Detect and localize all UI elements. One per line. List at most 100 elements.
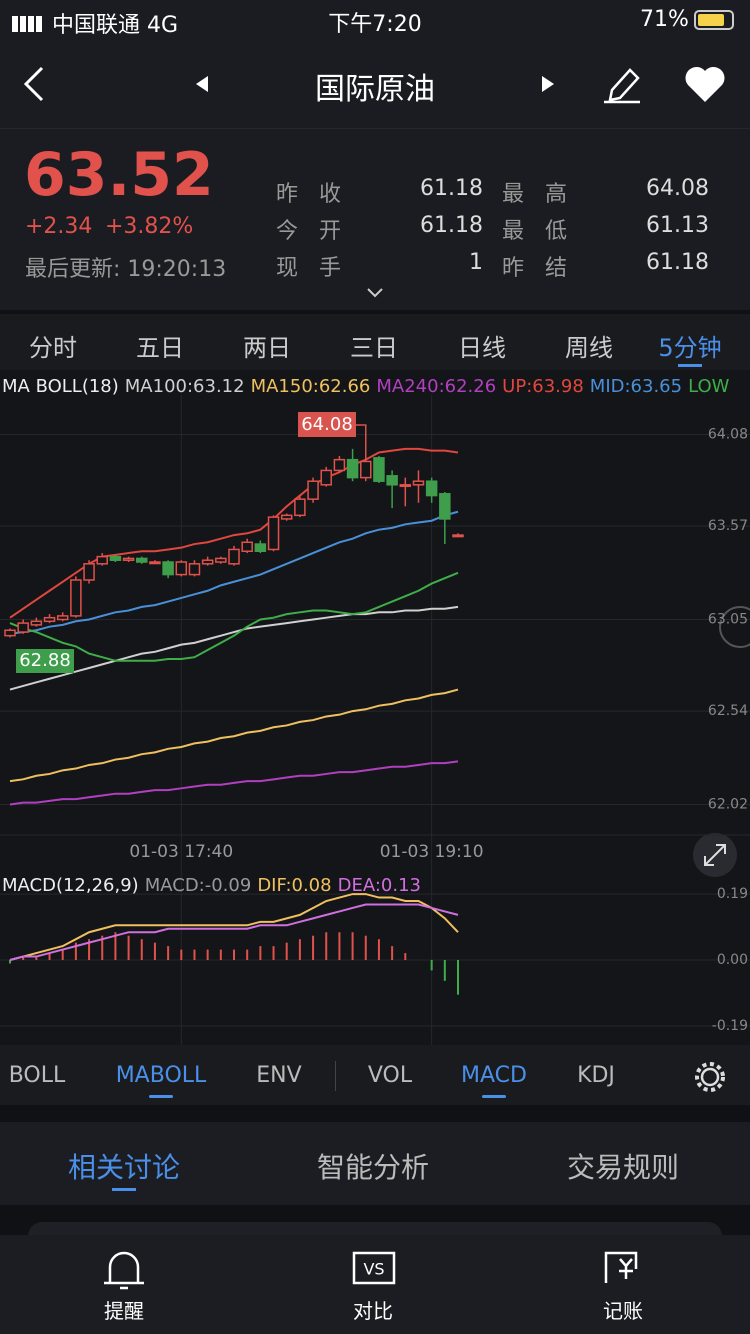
candle-body (333, 458, 346, 472)
field-label: 昨 收 (276, 182, 341, 207)
period-tab[interactable]: 5分钟 (658, 334, 722, 362)
legend-item: MA240:62.26 (376, 376, 496, 397)
legend-item: LOW (688, 376, 730, 397)
top-area (0, 0, 750, 310)
max-connector (356, 424, 367, 435)
carrier-text: 中国联通 4G (52, 13, 179, 38)
x-tick-label: 01-03 17:40 (129, 842, 233, 862)
candle-body (439, 493, 451, 520)
candle-body (122, 557, 135, 561)
period-tab[interactable]: 周线 (565, 334, 613, 362)
g-button[interactable] (719, 606, 750, 648)
legend-item: MA100:63.12 (125, 376, 245, 397)
period-tab[interactable]: 三日 (350, 334, 398, 362)
ledger-icon[interactable] (604, 1251, 638, 1283)
legend-item: MACD(12,26,9) (2, 875, 139, 896)
candle-body (30, 620, 43, 626)
nav-label[interactable]: 对比 (353, 1299, 393, 1323)
back-button[interactable] (23, 66, 44, 102)
nav-icons: VS (104, 1251, 638, 1290)
series-line (9, 903, 459, 961)
period-tab[interactable]: 日线 (458, 334, 506, 362)
candle-body (56, 615, 69, 621)
series-line (9, 893, 459, 961)
compare-icon[interactable] (352, 1251, 396, 1285)
field-label: 昨 结 (502, 256, 567, 281)
field-value: 61.18 (420, 176, 483, 201)
legend-item: DIF:0.08 (257, 875, 331, 896)
x-tick-label: 01-03 19:10 (380, 842, 484, 862)
indicator-tab[interactable]: ENV (256, 1063, 302, 1088)
series-line (9, 510, 459, 635)
tab-underline (112, 1188, 136, 1191)
candle-body (228, 548, 240, 565)
max-label: 64.08 (301, 414, 353, 435)
field-value: 64.08 (646, 176, 709, 201)
y-tick-label: 62.54 (708, 703, 748, 719)
legend-item: MACD:-0.09 (145, 875, 252, 896)
battery-text: 71% (640, 7, 689, 32)
title: 国际原油 (315, 72, 435, 107)
period-bar: 分时 五日 两日 三日 日线 周线 5分钟 (0, 314, 750, 370)
change-percent: +3.82% (105, 214, 194, 239)
y-tick-label: -0.19 (712, 1018, 748, 1034)
indicator-tab[interactable]: MABOLL (115, 1063, 207, 1088)
legend-item: UP:63.98 (502, 376, 584, 397)
edit-button[interactable] (604, 68, 640, 104)
field-value: 61.18 (420, 213, 483, 238)
indicator-tab[interactable]: KDJ (577, 1063, 615, 1088)
candle-body (294, 498, 306, 517)
content-tab[interactable]: 交易规则 (566, 1151, 679, 1184)
divider (0, 128, 750, 129)
content-tab[interactable]: 智能分析 (316, 1151, 429, 1184)
field-value: 61.18 (646, 250, 709, 275)
series-line (9, 760, 459, 806)
expand-chevron[interactable] (366, 286, 384, 300)
field-value: 1 (469, 250, 483, 275)
header-icons (23, 66, 725, 104)
candle-body (175, 561, 188, 576)
candle-body (267, 516, 280, 551)
battery-icon (694, 10, 734, 30)
y-tick-label: 63.05 (708, 611, 748, 627)
alert-icon[interactable] (104, 1251, 144, 1290)
series-line (9, 571, 459, 662)
compare-glyph: VS (363, 1260, 384, 1279)
legend-item: MID:63.65 (590, 376, 682, 397)
candle-body (162, 561, 174, 576)
min-label: 62.88 (19, 650, 71, 671)
candle-body (241, 541, 253, 552)
indicator-tab[interactable]: BOLL (8, 1063, 66, 1088)
favorite-button[interactable] (685, 66, 725, 102)
legend-item: MA150:62.66 (251, 376, 371, 397)
period-tab[interactable]: 五日 (136, 334, 184, 362)
signal-icon (12, 16, 42, 32)
clock: 下午7:20 (328, 12, 422, 37)
content-tab[interactable]: 相关讨论 (67, 1151, 180, 1184)
nav-label[interactable]: 提醒 (104, 1299, 144, 1323)
chart: 64.08 63.57 63.05 62.54 62.02 01-03 17:40 01-0… (0, 370, 750, 1045)
candle-body (109, 555, 122, 561)
y-tick-label: 0.00 (717, 952, 748, 968)
indicator-tab[interactable]: MACD (461, 1063, 527, 1088)
y-tick-label: 64.08 (708, 427, 748, 443)
indicator-underline (482, 1095, 506, 1098)
period-tab[interactable]: 分时 (29, 334, 77, 362)
settings-button[interactable] (692, 1059, 728, 1095)
candle-body (412, 480, 425, 486)
nav-label[interactable]: 记账 (603, 1299, 643, 1323)
separator (335, 1061, 336, 1091)
candle-body (373, 457, 385, 482)
prev-button[interactable] (196, 76, 208, 92)
y-tick-label: 63.57 (708, 518, 748, 534)
candle-body (320, 469, 332, 486)
series-line (9, 605, 459, 691)
candle-body (43, 616, 56, 623)
field-label: 现 手 (276, 256, 341, 281)
next-button[interactable] (542, 76, 554, 92)
series-line (9, 688, 459, 783)
indicator-tab[interactable]: VOL (367, 1063, 413, 1088)
period-tab[interactable]: 两日 (243, 334, 291, 362)
candle-body (254, 543, 267, 552)
